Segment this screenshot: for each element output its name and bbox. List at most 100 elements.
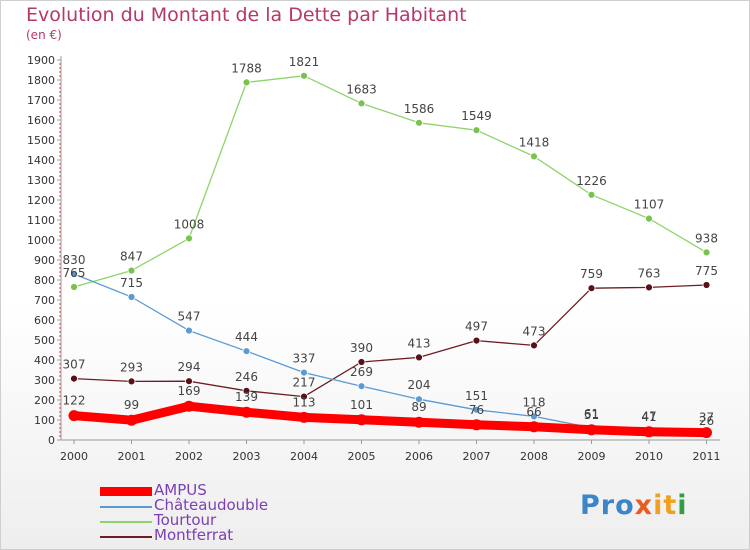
y-minor-tick <box>59 163 61 165</box>
data-label-ampus: 101 <box>350 398 373 412</box>
y-minor-tick <box>59 155 61 157</box>
data-label-ampus: 113 <box>293 395 316 409</box>
data-label-tourtour: 1788 <box>231 61 262 75</box>
data-label-montferrat: 294 <box>178 360 201 374</box>
data-point-tourtour <box>415 118 423 127</box>
y-tick-label: 600 <box>34 314 55 327</box>
data-point-montferrat <box>127 377 136 386</box>
y-tick-label: 900 <box>34 254 55 267</box>
y-minor-tick <box>59 243 61 245</box>
y-tick-label: 1400 <box>27 154 55 167</box>
chart-series <box>68 71 712 439</box>
y-minor-tick <box>59 343 61 345</box>
data-point-tourtour <box>242 78 251 87</box>
y-minor-tick <box>59 371 61 373</box>
data-point-montferrat <box>587 284 596 293</box>
data-label-tourtour: 1821 <box>289 55 320 69</box>
y-minor-tick <box>59 323 61 325</box>
y-minor-tick <box>59 415 61 417</box>
legend-label-chateaudouble: Châteaudouble <box>154 496 269 514</box>
legend-swatch-tourtour <box>100 520 152 523</box>
y-minor-tick <box>59 215 61 217</box>
data-point-tourtour <box>645 214 653 223</box>
y-minor-tick <box>59 211 61 213</box>
y-minor-tick <box>59 287 61 289</box>
y-minor-tick <box>59 103 61 105</box>
data-point-chateaudouble <box>127 293 136 301</box>
data-label-ampus: 37 <box>699 411 714 425</box>
y-minor-tick <box>59 195 61 197</box>
data-point-ampus <box>643 426 655 438</box>
data-point-chateaudouble <box>185 326 193 335</box>
x-tick-label: 2007 <box>463 450 491 463</box>
data-label-chateaudouble: 151 <box>465 389 488 403</box>
data-label-montferrat: 763 <box>638 266 661 280</box>
data-label-tourtour: 938 <box>695 231 718 245</box>
series-line-tourtour <box>73 75 708 288</box>
x-tick-label: 2011 <box>693 450 721 463</box>
y-minor-tick <box>59 171 61 173</box>
y-minor-tick <box>59 147 61 149</box>
data-point-tourtour <box>530 152 538 161</box>
data-label-tourtour: 847 <box>120 250 143 264</box>
y-minor-tick <box>59 235 61 237</box>
data-label-ampus: 76 <box>469 403 484 417</box>
data-label-ampus: 89 <box>411 400 426 414</box>
data-point-chateaudouble <box>300 368 308 377</box>
y-minor-tick <box>59 267 61 269</box>
data-point-ampus <box>701 427 712 439</box>
y-minor-tick <box>59 347 61 349</box>
data-label-ampus: 139 <box>235 390 258 404</box>
y-tick-label: 100 <box>34 414 55 427</box>
data-point-chateaudouble <box>415 395 423 404</box>
y-minor-tick <box>59 423 61 425</box>
data-point-ampus <box>356 414 367 426</box>
y-minor-tick <box>59 431 61 433</box>
data-label-montferrat: 307 <box>63 358 86 372</box>
data-point-montferrat <box>300 392 308 401</box>
y-minor-tick <box>59 87 61 89</box>
y-minor-tick <box>59 391 61 393</box>
data-label-montferrat: 759 <box>580 267 603 281</box>
legend-swatch-montferrat <box>100 535 152 538</box>
data-label-tourtour: 1586 <box>404 102 435 116</box>
data-label-chateaudouble: 269 <box>350 365 373 379</box>
y-minor-tick <box>59 95 61 97</box>
y-tick-label: 1600 <box>27 114 55 127</box>
data-label-montferrat: 775 <box>695 264 718 278</box>
y-tick-label: 700 <box>34 294 55 307</box>
data-label-ampus: 41 <box>641 410 656 424</box>
y-minor-tick <box>59 255 61 257</box>
data-point-tourtour <box>127 266 136 275</box>
data-label-chateaudouble: 26 <box>699 414 714 428</box>
y-minor-tick <box>59 295 61 297</box>
data-point-ampus <box>298 411 310 423</box>
y-minor-tick <box>59 91 61 93</box>
logo-part-4: i <box>677 490 688 521</box>
y-minor-tick <box>59 247 61 249</box>
data-point-ampus <box>241 406 252 418</box>
y-minor-tick <box>59 275 61 277</box>
data-point-chateaudouble <box>357 382 366 391</box>
y-minor-tick <box>59 363 61 365</box>
data-point-chateaudouble <box>242 347 251 356</box>
y-minor-tick <box>59 283 61 285</box>
x-tick-label: 2009 <box>578 450 606 463</box>
data-label-montferrat: 497 <box>465 320 488 334</box>
y-minor-tick <box>59 387 61 389</box>
y-minor-tick <box>59 351 61 353</box>
x-tick-label: 2002 <box>175 450 203 463</box>
x-tick-label: 2005 <box>348 450 376 463</box>
data-point-montferrat <box>242 386 251 395</box>
data-point-tourtour <box>357 99 366 108</box>
y-minor-tick <box>59 383 61 385</box>
data-point-tourtour <box>300 71 308 80</box>
data-label-ampus: 51 <box>584 408 599 422</box>
data-label-chateaudouble: 444 <box>235 330 258 344</box>
y-tick-label: 1100 <box>27 214 55 227</box>
y-minor-tick <box>59 67 61 69</box>
y-tick-label: 1900 <box>27 54 55 67</box>
